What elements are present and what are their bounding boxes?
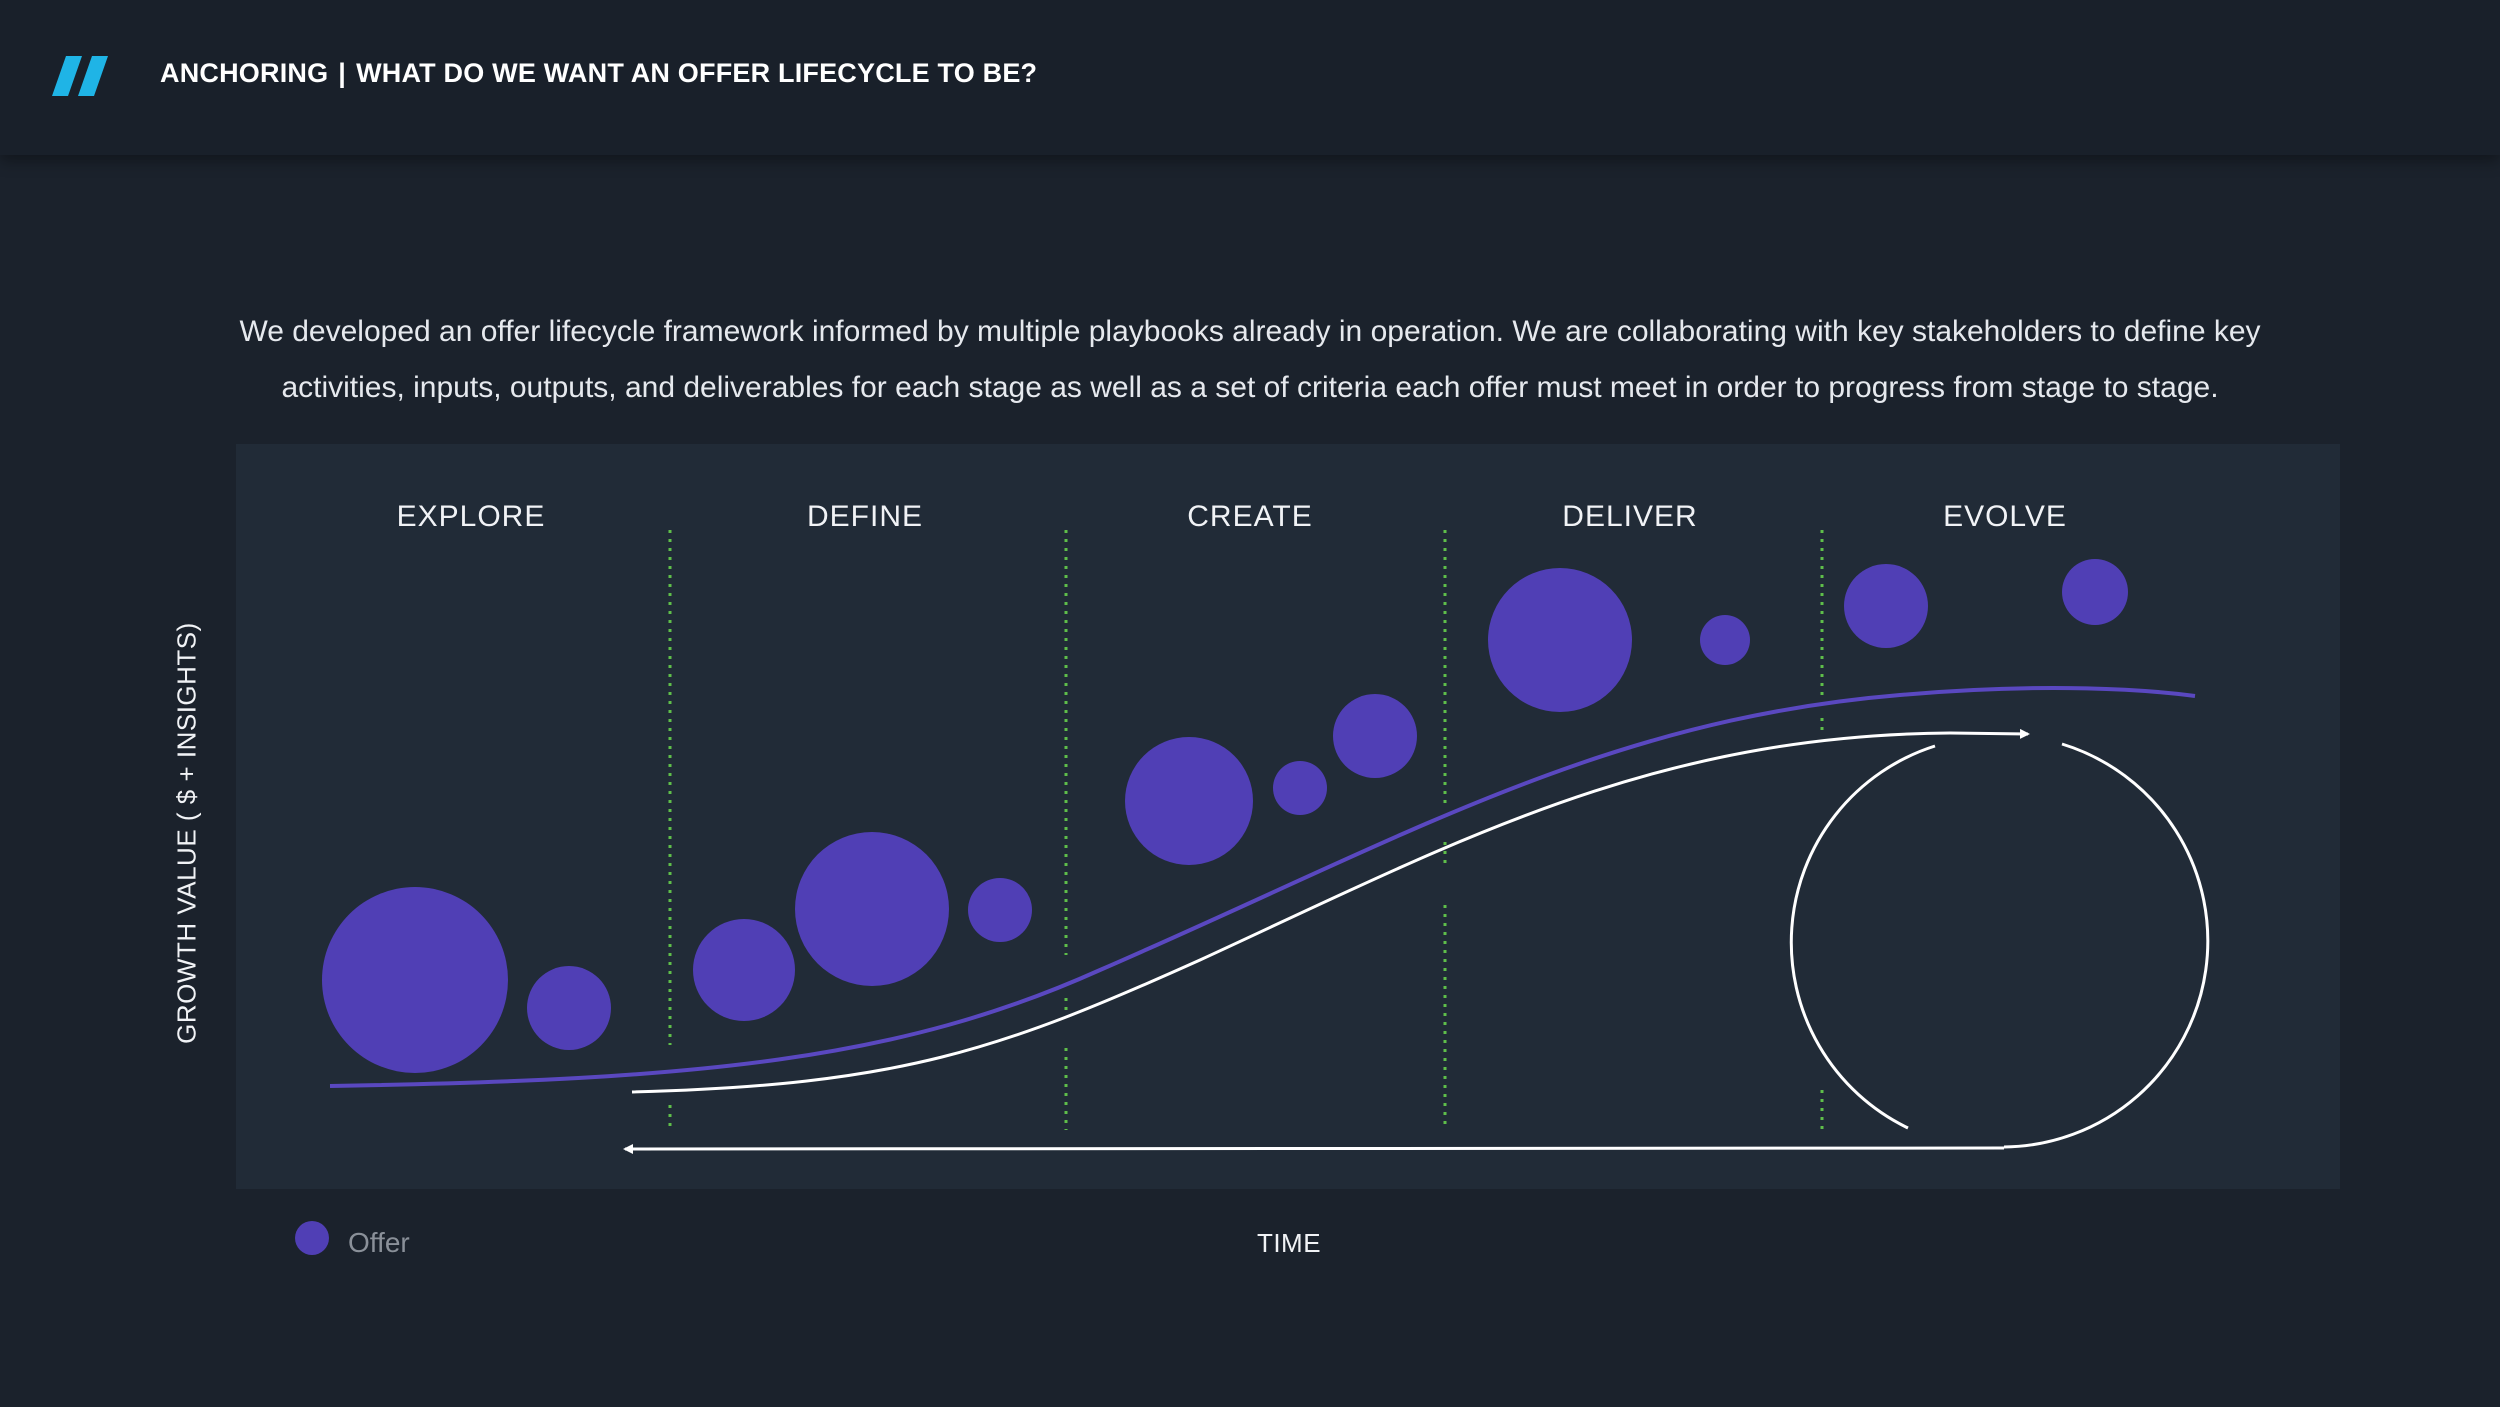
stage-label-evolve: EVOLVE xyxy=(1943,500,2067,533)
offer-bubble xyxy=(968,878,1032,942)
offer-bubble xyxy=(1844,564,1928,648)
offer-bubble xyxy=(1488,568,1632,712)
growth-curve xyxy=(329,686,2196,1088)
section-label: ANCHORING xyxy=(160,58,329,88)
offer-bubble xyxy=(527,966,611,1050)
x-axis-label: TIME xyxy=(1256,1228,1322,1258)
offer-bubble xyxy=(1700,615,1750,665)
y-axis-label: GROWTH VALUE ( $ + INSIGHTS) xyxy=(171,622,202,1044)
offer-bubble xyxy=(693,919,795,1021)
diagram-panel xyxy=(236,444,2340,1189)
stage-label-explore: EXPLORE xyxy=(396,500,546,533)
legend-offer-swatch xyxy=(295,1221,329,1255)
evolve-loop-right xyxy=(2003,742,2210,1149)
intro-paragraph: We developed an offer lifecycle framewor… xyxy=(239,315,2261,404)
header-bar: ANCHORING | WHAT DO WE WANT AN OFFER LIFEC… xyxy=(0,0,2500,155)
legend-offer-label: Offer xyxy=(348,1227,410,1258)
title-separator: | xyxy=(338,58,347,88)
offer-bubble xyxy=(1333,694,1417,778)
offer-bubble xyxy=(1125,737,1253,865)
page-title: ANCHORING | WHAT DO WE WANT AN OFFER LIFEC… xyxy=(160,58,1037,89)
offer-bubble xyxy=(1273,761,1327,815)
stage-label-create: CREATE xyxy=(1187,500,1313,533)
stage-label-deliver: DELIVER xyxy=(1562,500,1698,533)
offer-bubble xyxy=(322,887,508,1073)
lifecycle-forward-arrow xyxy=(631,728,2030,1094)
offer-bubble xyxy=(2062,559,2128,625)
evolve-loop-left xyxy=(1789,744,1936,1130)
return-arrow xyxy=(623,1143,2005,1154)
title-text: WHAT DO WE WANT AN OFFER LIFECYCLE TO BE… xyxy=(356,58,1038,88)
offer-bubble xyxy=(795,832,949,986)
double-slash-logo-icon xyxy=(52,56,108,96)
stage-label-define: DEFINE xyxy=(806,500,924,533)
